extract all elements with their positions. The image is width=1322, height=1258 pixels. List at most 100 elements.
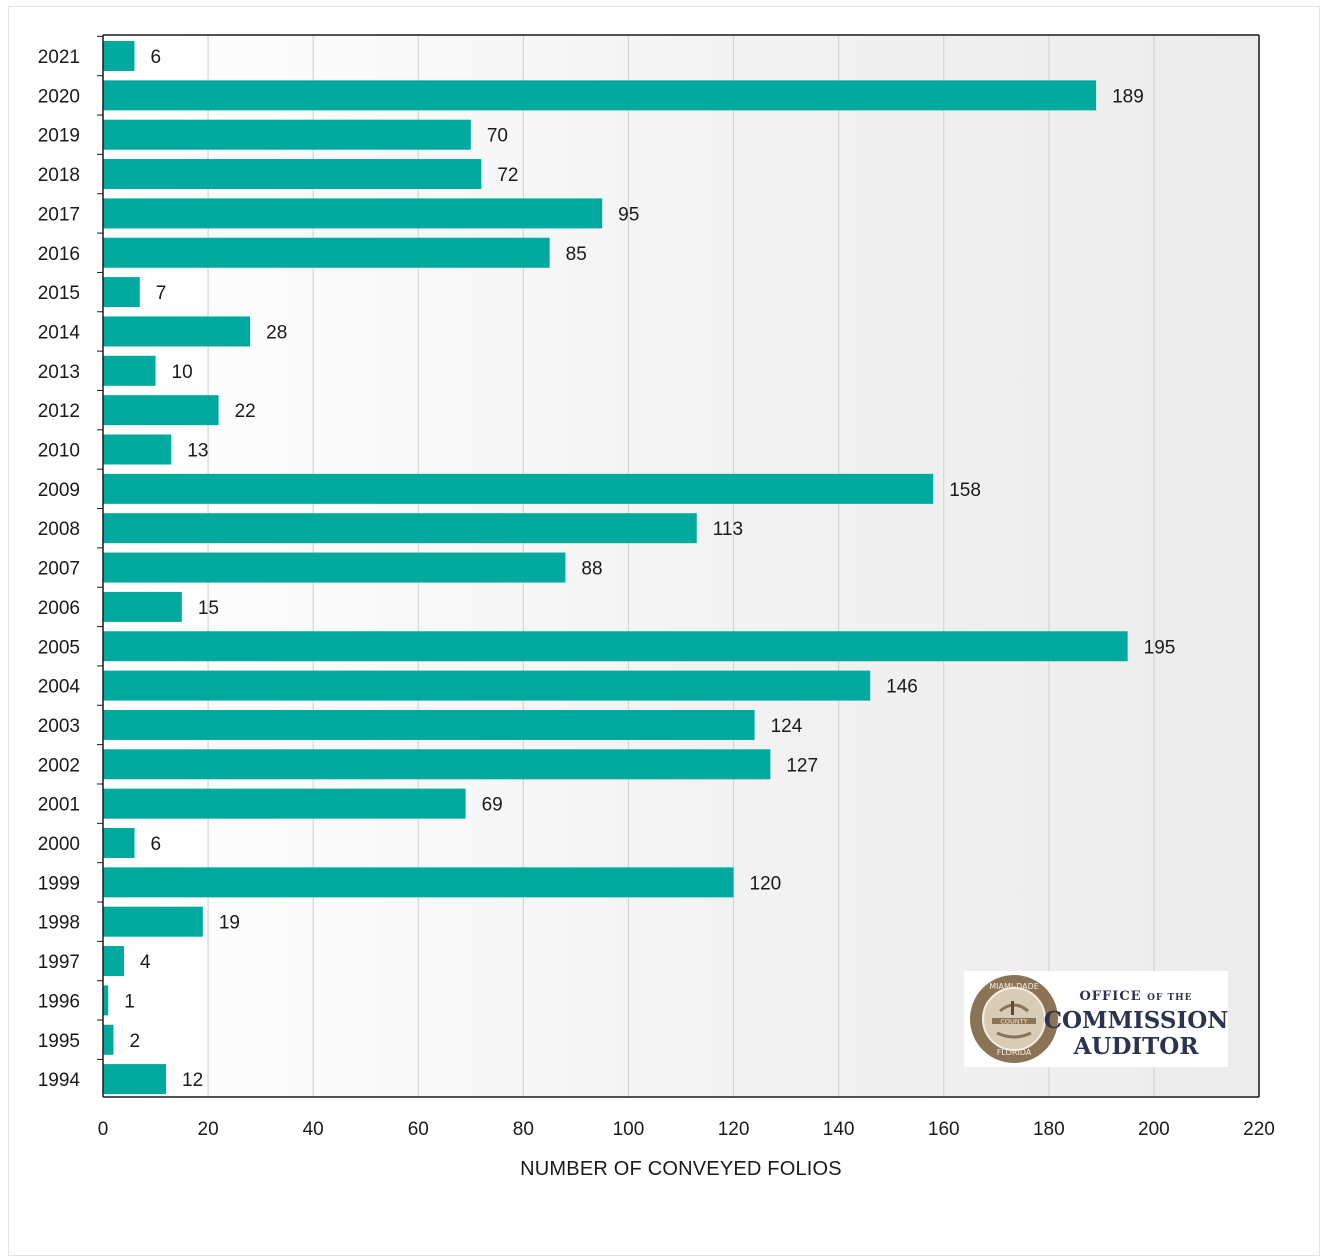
data-label: 10 (172, 362, 193, 383)
bar (103, 80, 1097, 111)
bar (103, 355, 156, 386)
bar (103, 316, 251, 347)
category-label: 2009 (38, 480, 80, 501)
bar (103, 395, 219, 426)
data-label: 88 (581, 559, 602, 580)
data-label: 22 (235, 401, 256, 422)
bar (103, 749, 771, 780)
category-label: 2010 (38, 441, 80, 462)
data-label: 69 (482, 795, 503, 816)
data-label: 4 (140, 952, 151, 973)
data-label: 95 (618, 204, 639, 225)
category-label: 2019 (38, 126, 80, 147)
category-label: 2000 (38, 834, 80, 855)
category-label: 2015 (38, 283, 80, 304)
bar (103, 591, 182, 622)
data-labels: 6189707295857281022131581138815195146124… (124, 47, 1175, 1091)
data-label: 113 (713, 519, 743, 540)
axes (97, 34, 1260, 1098)
bar (103, 237, 550, 268)
data-label: 146 (886, 677, 918, 698)
logo-commission: COMMISSION (1044, 1007, 1228, 1034)
data-label: 6 (151, 47, 162, 68)
category-label: 2021 (38, 47, 80, 68)
bar (103, 277, 140, 308)
commission-auditor-logo: MIAMI-DADE COUNTY FLORIDA OFFICE OF THE … (964, 971, 1228, 1067)
category-label: 2005 (38, 637, 80, 658)
category-label: 2013 (38, 362, 80, 383)
bar (103, 434, 172, 465)
bar (103, 670, 871, 701)
bar (103, 788, 466, 819)
category-label: 2020 (38, 86, 80, 107)
category-label: 2014 (38, 322, 81, 343)
logo-office-line: OFFICE OF THE (1079, 989, 1192, 1004)
bar (103, 709, 755, 740)
x-tick-label: 220 (1243, 1119, 1275, 1140)
data-label: 12 (182, 1070, 203, 1091)
category-label: 2016 (38, 244, 80, 265)
x-tick-label: 80 (513, 1119, 534, 1140)
data-label: 6 (151, 834, 162, 855)
x-tick-label: 20 (198, 1119, 219, 1140)
data-label: 120 (750, 873, 782, 894)
data-label: 15 (198, 598, 219, 619)
bar (103, 159, 482, 190)
category-label: 2008 (38, 519, 80, 540)
seal-bottom-text: FLORIDA (997, 1048, 1032, 1057)
category-label: 2001 (38, 795, 80, 816)
category-label: 2003 (38, 716, 80, 737)
county-seal-icon: MIAMI-DADE COUNTY FLORIDA (970, 975, 1058, 1063)
x-tick-label: 160 (928, 1119, 960, 1140)
bars (103, 41, 1128, 1095)
bar (103, 631, 1128, 662)
category-label: 1997 (38, 952, 80, 973)
data-label: 28 (266, 322, 287, 343)
bar (103, 906, 203, 937)
logo-auditor: AUDITOR (1073, 1033, 1200, 1060)
category-label: 2002 (38, 755, 80, 776)
x-tick-label: 0 (98, 1119, 109, 1140)
category-label: 2007 (38, 559, 80, 580)
category-label: 2017 (38, 204, 80, 225)
bar (103, 1064, 167, 1095)
bar (103, 198, 603, 229)
data-label: 70 (487, 126, 508, 147)
category-label: 1994 (38, 1070, 81, 1091)
category-labels: 2021 2020 2019 2018 2017 2016 2015 2014 2013 2012… (38, 47, 81, 1091)
data-label: 72 (497, 165, 518, 186)
category-label: 2004 (38, 677, 81, 698)
bar (103, 1024, 114, 1055)
x-tick-label: 200 (1138, 1119, 1170, 1140)
data-label: 2 (130, 1031, 141, 1052)
x-tick-labels: 0 20 40 60 80 100 120 140 160 180 200 220 (98, 1119, 1275, 1140)
bar (103, 119, 471, 150)
bar (103, 552, 566, 583)
x-tick-label: 40 (303, 1119, 324, 1140)
data-label: 158 (949, 480, 981, 501)
data-label: 195 (1144, 637, 1176, 658)
data-label: 189 (1112, 86, 1144, 107)
category-label: 2006 (38, 598, 80, 619)
data-label: 85 (566, 244, 587, 265)
bar (103, 828, 135, 858)
bar (103, 473, 934, 504)
category-label: 1999 (38, 873, 80, 894)
category-label: 2012 (38, 401, 80, 422)
bar (103, 41, 135, 71)
x-tick-label: 140 (823, 1119, 855, 1140)
seal-band-text: COUNTY (1000, 1018, 1027, 1026)
bar (103, 946, 125, 977)
category-label: 2018 (38, 165, 80, 186)
x-tick-label: 60 (408, 1119, 429, 1140)
x-tick-label: 100 (613, 1119, 645, 1140)
chart-frame (8, 6, 1320, 1256)
x-tick-label: 120 (718, 1119, 750, 1140)
bar (103, 867, 734, 898)
logo-of-the: OF THE (1147, 993, 1192, 1003)
data-label: 19 (219, 913, 240, 934)
seal-top-text: MIAMI-DADE (989, 982, 1039, 991)
data-label: 1 (124, 991, 135, 1012)
category-label: 1998 (38, 913, 80, 934)
